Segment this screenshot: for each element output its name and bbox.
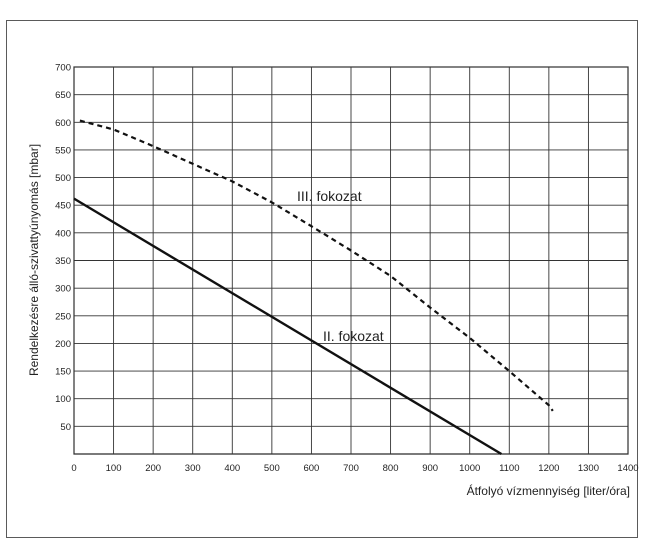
y-tick-label-500: 500 bbox=[55, 173, 71, 184]
x-tick-label-1100: 1100 bbox=[499, 463, 519, 474]
y-tick-label-200: 200 bbox=[55, 339, 71, 350]
y-axis-title: Rendelkezésre álló-szivattyúnyomás [mbar… bbox=[27, 144, 41, 376]
series-label-iii-fokozat: III. fokozat bbox=[297, 188, 362, 204]
series-line-iii-fokozat bbox=[79, 119, 554, 412]
y-tick-label-600: 600 bbox=[55, 118, 71, 129]
y-tick-label-550: 550 bbox=[55, 145, 71, 156]
x-tick-label-800: 800 bbox=[383, 463, 399, 474]
y-tick-label-700: 700 bbox=[55, 63, 71, 74]
x-tick-label-100: 100 bbox=[106, 463, 122, 474]
x-tick-label-300: 300 bbox=[185, 463, 201, 474]
x-tick-label-1400: 1400 bbox=[617, 463, 638, 474]
series-lines bbox=[73, 119, 554, 456]
x-tick-labels: 0 100 200 300 400 500 600 700 800 900 1000 1100 1200… bbox=[71, 463, 638, 474]
y-tick-label-50: 50 bbox=[60, 422, 71, 433]
x-tick-label-400: 400 bbox=[224, 463, 240, 474]
grid bbox=[73, 66, 629, 455]
x-axis-title: Átfolyó vízmennyiség [liter/óra] bbox=[467, 483, 630, 498]
x-tick-label-1000: 1000 bbox=[459, 463, 480, 474]
y-tick-label-650: 650 bbox=[55, 90, 71, 101]
x-tick-label-0: 0 bbox=[71, 463, 76, 474]
x-tick-label-1300: 1300 bbox=[578, 463, 599, 474]
y-tick-label-400: 400 bbox=[55, 228, 71, 239]
x-tick-label-600: 600 bbox=[303, 463, 319, 474]
y-tick-label-300: 300 bbox=[55, 284, 71, 295]
x-tick-label-900: 900 bbox=[422, 463, 438, 474]
x-tick-label-700: 700 bbox=[343, 463, 359, 474]
x-tick-label-500: 500 bbox=[264, 463, 280, 474]
series-line-ii-fokozat bbox=[73, 197, 503, 456]
y-tick-label-450: 450 bbox=[55, 201, 71, 212]
x-tick-label-1200: 1200 bbox=[538, 463, 559, 474]
x-tick-label-200: 200 bbox=[145, 463, 161, 474]
y-tick-label-100: 100 bbox=[55, 394, 71, 405]
y-tick-label-250: 250 bbox=[55, 311, 71, 322]
y-tick-label-150: 150 bbox=[55, 367, 71, 378]
y-tick-labels: 50 100 150 200 250 300 350 400 450 500 550 600 650 70… bbox=[55, 63, 71, 433]
y-tick-label-350: 350 bbox=[55, 256, 71, 267]
series-label-ii-fokozat: II. fokozat bbox=[323, 328, 384, 344]
